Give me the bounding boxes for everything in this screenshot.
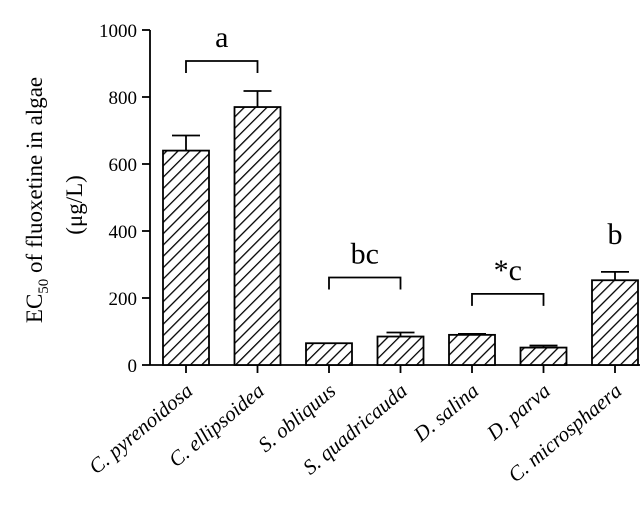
y-axis-unit: (μg/L) bbox=[62, 175, 87, 235]
y-tick-label-400: 400 bbox=[109, 222, 138, 243]
significance-groups: a bc *c b bbox=[185, 21, 623, 306]
y-tick-label-1000: 1000 bbox=[99, 21, 137, 42]
significance-label-1: a bbox=[215, 21, 228, 54]
significance-bracket bbox=[328, 276, 402, 290]
bar-1 bbox=[162, 149, 210, 366]
bar-3 bbox=[305, 342, 353, 366]
bar-5 bbox=[448, 333, 496, 366]
y-tick-label-200: 200 bbox=[109, 289, 138, 310]
bars bbox=[162, 90, 639, 366]
y-axis-title: EC50 of fluoxetine in algae bbox=[22, 77, 52, 323]
bar-7 bbox=[591, 279, 639, 366]
axes: 0 200 400 600 800 1000 bbox=[99, 21, 640, 377]
y-axis-title-prefix: EC bbox=[22, 294, 47, 323]
y-tick-label-800: 800 bbox=[109, 88, 138, 109]
category-label-5: D. salina bbox=[408, 378, 483, 447]
significance-label-4: b bbox=[608, 218, 623, 251]
y-axis-title-group: EC50 of fluoxetine in algae (μg/L) bbox=[22, 77, 87, 323]
y-tick-label-0: 0 bbox=[128, 356, 138, 377]
bar-4 bbox=[376, 335, 425, 366]
significance-bracket bbox=[471, 292, 545, 306]
bar-2 bbox=[233, 106, 282, 366]
bar-6 bbox=[519, 346, 568, 366]
significance-label-3: *c bbox=[494, 254, 522, 287]
significance-label-2: bc bbox=[351, 238, 379, 271]
significance-bracket bbox=[185, 60, 259, 73]
y-tick-label-600: 600 bbox=[109, 155, 138, 176]
y-axis-title-rest: of fluoxetine in algae bbox=[22, 77, 47, 279]
y-axis-title-subscript: 50 bbox=[36, 279, 52, 294]
